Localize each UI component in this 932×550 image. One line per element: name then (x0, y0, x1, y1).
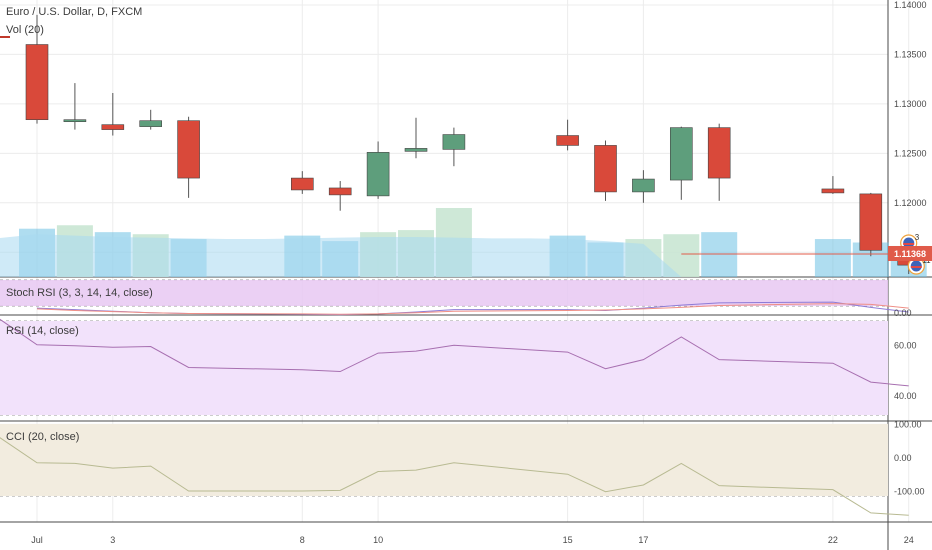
stoch-rsi-legend[interactable]: Stoch RSI (3, 3, 14, 14, close) (6, 287, 153, 299)
cci-legend[interactable]: CCI (20, close) (6, 431, 79, 443)
cci-tick-label: -100.00 (894, 487, 925, 497)
volume-bars (0, 208, 927, 277)
price-tick-label: 1.12500 (894, 148, 927, 158)
cci-tick-label: 0.00 (894, 453, 912, 463)
price-tick-label: 1.12000 (894, 198, 927, 208)
flag-stripe-icon (903, 243, 915, 245)
volume-legend[interactable]: Vol (20) (6, 24, 44, 36)
time-tick-label: 10 (373, 535, 383, 545)
bearish-candle[interactable] (556, 135, 579, 146)
bullish-candle[interactable] (669, 127, 693, 181)
time-tick-label: 24 (904, 535, 914, 545)
rsi-legend[interactable]: RSI (14, close) (6, 325, 79, 337)
bearish-candle[interactable] (328, 187, 352, 196)
bearish-candle[interactable] (859, 193, 883, 251)
bearish-candle[interactable] (25, 44, 49, 121)
cci-line (0, 437, 909, 516)
volume-bar (701, 232, 738, 277)
bullish-candle[interactable] (366, 152, 390, 197)
bearish-candle[interactable] (101, 124, 125, 130)
current-price-label: 1.11368 (894, 249, 926, 259)
cci-band (0, 424, 888, 496)
indicator-backgrounds (0, 280, 888, 496)
current-price-tag (888, 246, 932, 261)
stoch-d-line (36, 303, 909, 315)
bullish-candle[interactable] (632, 178, 655, 193)
indicator-lines (0, 301, 909, 516)
time-axis[interactable]: Jul38101517222429 (31, 535, 932, 545)
time-tick-label: 15 (563, 535, 573, 545)
stoch-tick-label: 0.00 (894, 308, 912, 318)
price-candles[interactable] (0, 14, 921, 275)
bullish-candle[interactable] (63, 119, 87, 123)
price-tick-label: 1.13000 (894, 99, 927, 109)
price-tick-label: 1.14000 (894, 0, 927, 10)
bearish-candle[interactable] (707, 127, 731, 179)
rsi-band (0, 321, 888, 415)
event-count-label: 3 (915, 233, 920, 242)
rsi-tick-label: 60.00 (894, 340, 917, 350)
rsi-line (0, 318, 909, 387)
flag-stripe-icon (910, 266, 922, 268)
time-tick-label: 8 (300, 535, 305, 545)
price-tick-label: 1.13500 (894, 49, 927, 59)
volume-bar (814, 239, 851, 277)
bearish-candle[interactable] (821, 188, 845, 194)
time-tick-label: 22 (828, 535, 838, 545)
stoch-rsi-band (0, 280, 888, 306)
main-series-legend[interactable]: Euro / U.S. Dollar, D, FXCM (6, 6, 142, 18)
rsi-tick-label: 40.00 (894, 391, 917, 401)
time-tick-label: 17 (638, 535, 648, 545)
bullish-candle[interactable] (404, 148, 428, 152)
bearish-candle[interactable] (594, 145, 617, 193)
time-tick-label: 3 (110, 535, 115, 545)
bearish-candle[interactable] (177, 120, 200, 179)
bullish-candle[interactable] (442, 134, 466, 150)
volume-ma-area (0, 234, 682, 277)
bearish-candle[interactable] (290, 177, 314, 191)
bullish-candle[interactable] (139, 120, 162, 127)
time-tick-label: Jul (31, 535, 43, 545)
cci-tick-label: 100.00 (894, 419, 922, 429)
